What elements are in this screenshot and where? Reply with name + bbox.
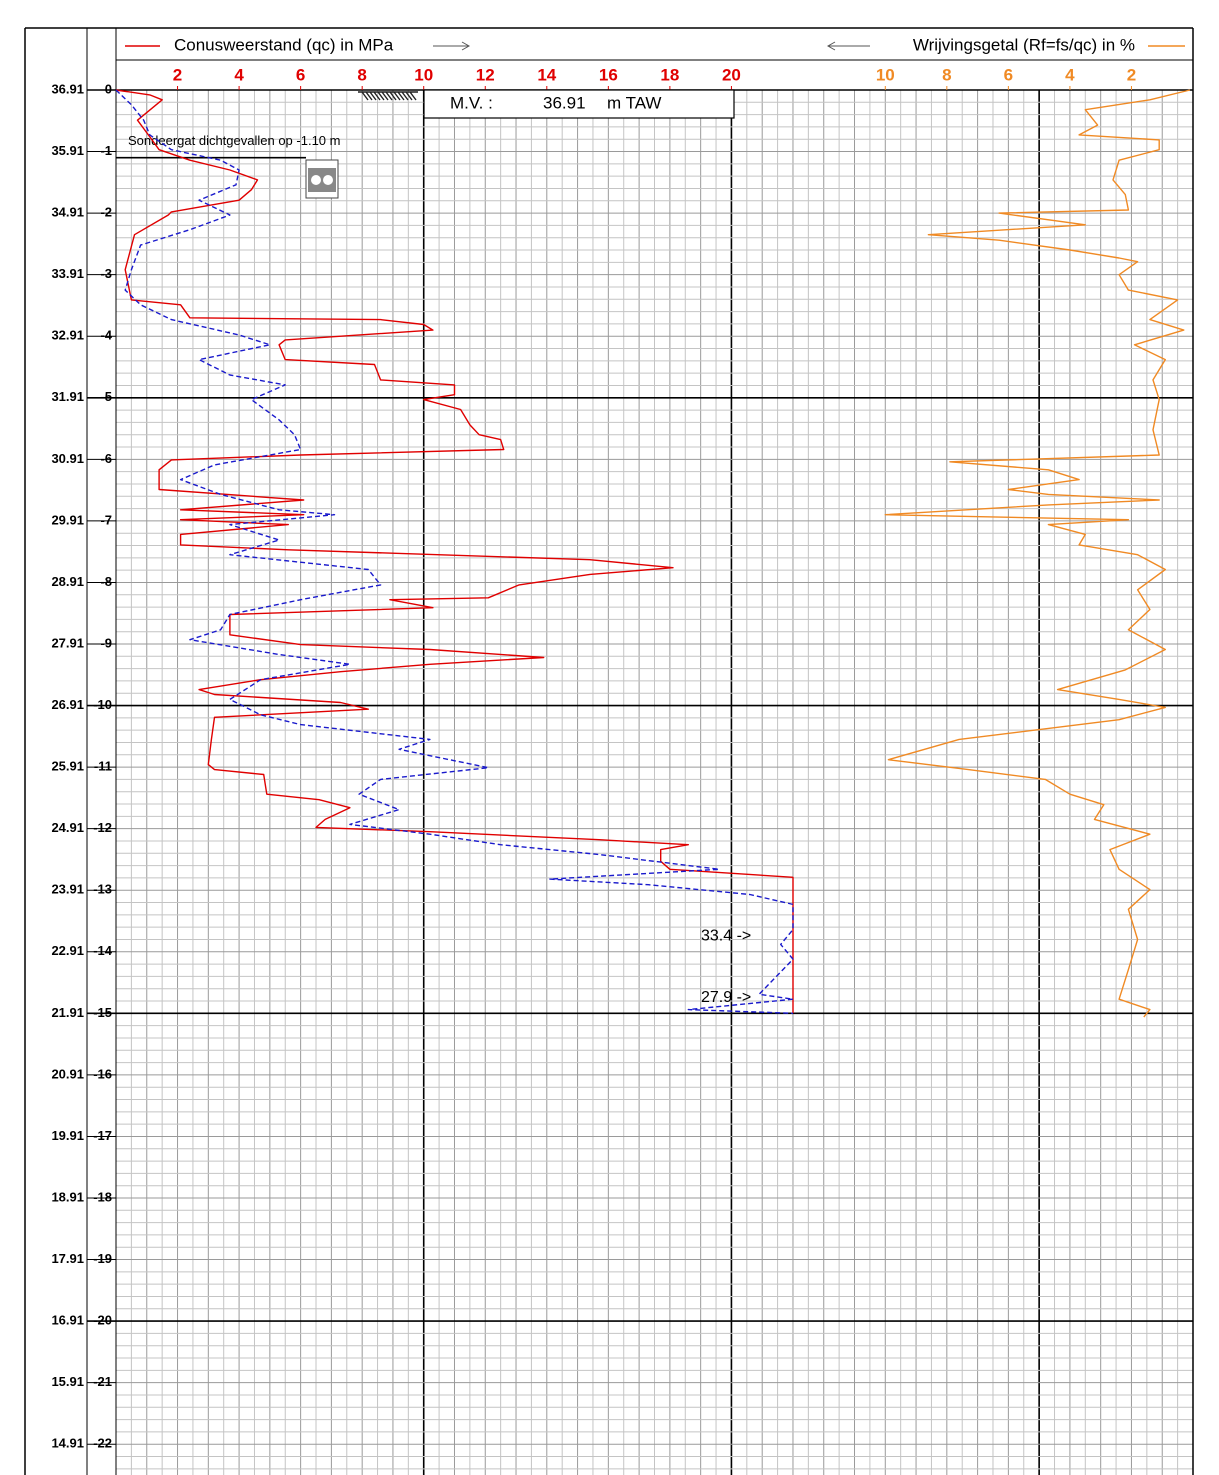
x2-tick-label: 8 xyxy=(942,65,951,84)
y-tick-label: -20 xyxy=(93,1313,112,1328)
taw-tick-label: 35.91 xyxy=(51,143,84,158)
y-tick-label: -18 xyxy=(93,1189,112,1204)
taw-tick-label: 17.91 xyxy=(51,1251,84,1266)
legend-arrow xyxy=(433,41,471,51)
y-tick-label: -17 xyxy=(93,1128,112,1143)
y-tick-label: -16 xyxy=(93,1066,112,1081)
taw-tick-label: 32.91 xyxy=(51,328,84,343)
taw-tick-label: 36.91 xyxy=(51,81,84,96)
x-tick-label: 14 xyxy=(537,65,556,84)
taw-tick-label: 28.91 xyxy=(51,574,84,589)
taw-tick-label: 19.91 xyxy=(51,1128,84,1143)
legend-arrow xyxy=(826,41,870,51)
cone-icon-dot xyxy=(311,175,321,185)
x-tick-label: 20 xyxy=(722,65,741,84)
series-line xyxy=(115,89,794,1014)
annotation: 27.9 -> xyxy=(701,989,751,1006)
x-tick-label: 16 xyxy=(599,65,618,84)
x2-tick-label: 6 xyxy=(1004,65,1013,84)
taw-tick-label: 27.91 xyxy=(51,635,84,650)
annotation: Sondeergat dichtgevallen op -1.10 m xyxy=(128,133,340,148)
y-tick-label: -11 xyxy=(94,759,112,774)
y-tick-label: -3 xyxy=(100,266,112,281)
x-tick-label: 6 xyxy=(296,65,305,84)
x2-tick-label: 2 xyxy=(1127,65,1136,84)
y-tick-label: -4 xyxy=(100,328,112,343)
annotation: 33.4 -> xyxy=(701,928,751,945)
x2-tick-label: 10 xyxy=(876,65,895,84)
x-tick-label: 8 xyxy=(357,65,366,84)
y-tick-label: -22 xyxy=(93,1436,112,1451)
taw-tick-label: 31.91 xyxy=(51,389,84,404)
series-line xyxy=(115,89,794,1014)
taw-tick-label: 23.91 xyxy=(51,882,84,897)
ground-level-box xyxy=(423,89,735,119)
y-tick-label: -14 xyxy=(93,943,113,958)
taw-tick-label: 20.91 xyxy=(51,1066,84,1081)
taw-tick-label: 34.91 xyxy=(51,205,84,220)
taw-tick-label: 26.91 xyxy=(51,697,84,712)
y-tick-label: -6 xyxy=(100,451,112,466)
ground-value: 36.91 xyxy=(543,93,586,112)
y-tick-label: -9 xyxy=(100,635,112,650)
taw-tick-label: 16.91 xyxy=(51,1313,84,1328)
taw-tick-label: 18.91 xyxy=(51,1189,84,1204)
y-tick-label: -1 xyxy=(100,143,112,158)
taw-tick-label: 14.91 xyxy=(51,1436,84,1451)
ground-unit: m TAW xyxy=(607,93,661,112)
y-tick-label: -15 xyxy=(93,1005,112,1020)
legend: Conusweerstand (qc) in MPa Wrijvingsgeta… xyxy=(125,35,1185,54)
taw-tick-label: 22.91 xyxy=(51,943,84,958)
ground-symbol xyxy=(358,91,418,101)
y-tick-label: -2 xyxy=(100,205,112,220)
taw-tick-label: 24.91 xyxy=(51,820,84,835)
x-tick-label: 18 xyxy=(660,65,679,84)
legend-label: Wrijvingsgetal (Rf=fs/qc) in % xyxy=(913,35,1135,54)
y-tick-label: -12 xyxy=(93,820,112,835)
taw-tick-label: 15.91 xyxy=(51,1374,84,1389)
y-tick-label: -21 xyxy=(93,1374,112,1389)
cone-icon xyxy=(305,159,339,199)
taw-tick-label: 29.91 xyxy=(51,512,84,527)
ground-box: M.V. : 36.91 m TAW xyxy=(305,89,735,199)
legend-label: Conusweerstand (qc) in MPa xyxy=(174,35,394,54)
y-tick-label: -7 xyxy=(100,512,112,527)
x-tick-label: 2 xyxy=(173,65,182,84)
x-tick-label: 4 xyxy=(234,65,244,84)
y-tick-label: -5 xyxy=(100,389,112,404)
cone-icon-dot xyxy=(323,175,333,185)
series-line xyxy=(884,89,1191,1018)
x2-tick-label: 4 xyxy=(1065,65,1075,84)
x-tick-label: 12 xyxy=(476,65,495,84)
y-tick-label: -10 xyxy=(93,697,112,712)
taw-tick-label: 33.91 xyxy=(51,266,84,281)
ground-label: M.V. : xyxy=(450,93,493,112)
y-tick-label: -8 xyxy=(100,574,112,589)
y-tick-label: -19 xyxy=(93,1251,112,1266)
taw-tick-label: 30.91 xyxy=(51,451,84,466)
taw-tick-label: 21.91 xyxy=(51,1005,84,1020)
taw-tick-label: 25.91 xyxy=(51,759,84,774)
y-tick-label: -13 xyxy=(93,882,112,897)
x-tick-label: 10 xyxy=(414,65,433,84)
grid xyxy=(87,90,1194,1475)
y-tick-label: 0 xyxy=(105,81,112,96)
